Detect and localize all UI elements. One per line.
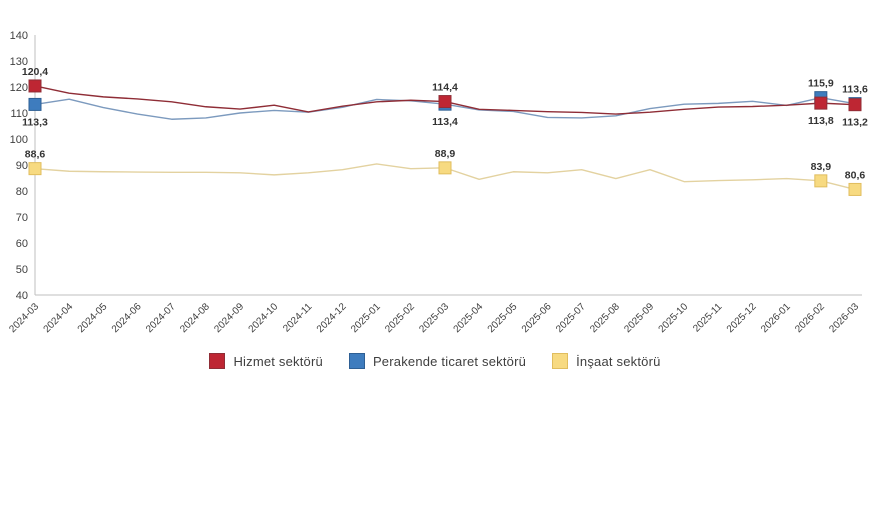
data-marker-hizmet [848,98,862,112]
data-label: 114,4 [432,82,458,94]
data-marker-i̇nşaat [438,161,452,175]
x-tick-label: 2025-01 [349,301,383,335]
legend-label-hizmet: Hizmet sektörü [233,353,323,369]
y-tick-label: 60 [16,238,28,250]
x-tick-label: 2025-09 [622,301,656,335]
y-tick-label: 70 [16,212,28,224]
legend-item-hizmet: Hizmet sektörü [209,353,323,369]
data-label: 113,8 [808,115,834,127]
x-tick-label: 2024-07 [144,301,178,335]
y-tick-label: 90 [16,160,28,172]
x-tick-label: 2025-06 [520,301,554,335]
y-tick-label: 40 [16,290,28,302]
x-tick-label: 2025-03 [417,301,451,335]
x-tick-label: 2026-01 [759,301,793,335]
data-marker-hizmet [438,95,452,109]
x-tick-label: 2025-07 [554,301,588,335]
data-label: 88,6 [25,149,46,161]
data-marker-perakende [28,97,42,111]
x-tick-label: 2025-11 [691,301,725,335]
x-tick-label: 2026-02 [793,301,827,335]
legend-swatch-insaat-icon [552,353,569,369]
x-tick-label: 2024-12 [315,301,349,335]
legend-swatch-perakende-icon [348,353,365,369]
legend-swatch-hizmet-icon [209,353,226,369]
x-tick-label: 2025-08 [588,301,622,335]
x-tick-label: 2025-02 [383,301,417,335]
x-tick-label: 2026-03 [827,301,861,335]
y-tick-label: 80 [16,186,28,198]
line-chart: 140 130 120 110 100 90 80 70 60 50 40 2024-03 2024-0… [7,30,868,335]
data-label: 113,2 [842,117,868,129]
data-label: 88,9 [435,148,456,160]
data-marker-i̇nşaat [814,174,828,188]
data-label: 113,3 [22,116,48,128]
chart-legend: Hizmet sektörü Perakende ticaret sektörü… [0,353,870,369]
y-tick-label: 130 [10,56,28,68]
x-tick-label: 2024-08 [178,301,212,335]
data-marker-i̇nşaat [848,182,862,196]
data-label: 115,9 [808,78,834,90]
legend-label-insaat: İnşaat sektörü [576,353,661,369]
y-tick-label: 140 [10,30,28,42]
x-tick-label: 2024-05 [76,301,110,335]
x-tick-label: 2025-04 [452,301,486,335]
x-tick-label: 2024-04 [42,301,76,335]
data-label: 80,6 [845,169,866,181]
x-tick-label: 2025-10 [657,301,691,335]
y-tick-label: 110 [10,108,28,120]
data-marker-hizmet [28,79,42,93]
legend-label-perakende: Perakende ticaret sektörü [372,353,527,369]
y-tick-label: 50 [16,264,28,276]
data-label: 113,6 [842,84,868,96]
data-label: 83,9 [811,161,832,173]
y-tick-label: 100 [10,134,28,146]
x-tick-label: 2024-03 [7,301,41,335]
legend-item-perakende: Perakende ticaret sektörü [348,353,527,369]
x-tick-label: 2024-06 [110,301,144,335]
x-tick-label: 2025-05 [486,301,520,335]
y-tick-label: 120 [10,82,28,94]
data-label: 113,4 [432,116,458,128]
data-marker-hizmet [814,96,828,110]
legend-item-insaat: İnşaat sektörü [552,353,660,369]
data-marker-i̇nşaat [28,162,42,176]
x-tick-label: 2025-12 [725,301,759,335]
x-tick-label: 2024-10 [247,301,281,335]
x-tick-label: 2024-09 [212,301,246,335]
data-label: 120,4 [22,66,48,78]
x-tick-label: 2024-11 [281,301,315,335]
